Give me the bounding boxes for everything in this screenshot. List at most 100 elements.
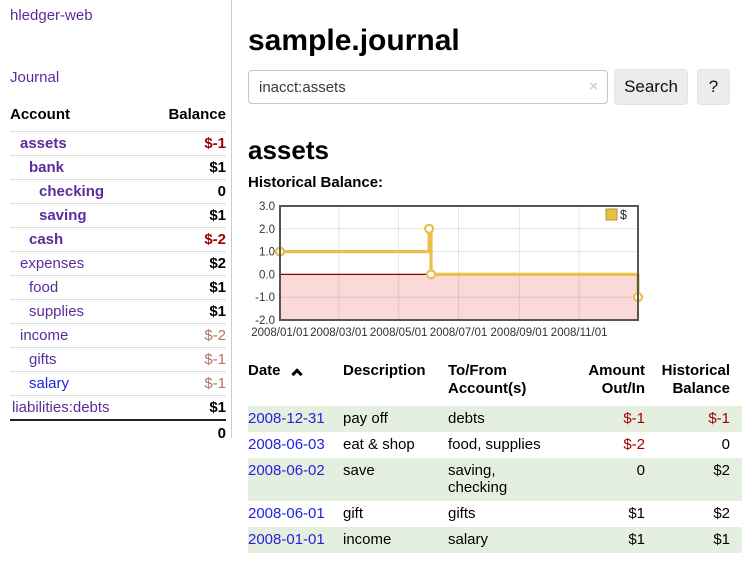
account-link-saving[interactable]: saving: [39, 207, 87, 224]
transaction-amount: $1: [628, 505, 645, 522]
historical-balance-chart: $3.0 2.0 1.0 0.0 -1.0 -2.0 2008/01/01 2008/03/0…: [246, 200, 708, 344]
account-row: gifts $-1: [10, 347, 226, 371]
description-column-header: Description: [343, 362, 426, 379]
transaction-balance: 0: [721, 436, 730, 453]
svg-text:2008/11/01: 2008/11/01: [551, 327, 608, 339]
account-balance: $1: [209, 303, 226, 320]
account-balance: $-1: [204, 135, 226, 152]
account-row: assets $-1: [10, 131, 226, 155]
sidebar-item-journal[interactable]: Journal: [10, 69, 60, 86]
account-column-header: Account: [10, 106, 70, 123]
account-link-bank[interactable]: bank: [29, 159, 65, 176]
svg-text:2008/09/01: 2008/09/01: [491, 327, 549, 339]
svg-text:-1.0: -1.0: [255, 292, 275, 304]
transaction-accounts: saving, checking: [448, 462, 508, 496]
sort-ascending-icon: [291, 368, 303, 380]
date-header-label: Date: [248, 362, 281, 379]
transaction-balance: $-1: [708, 410, 730, 427]
transaction-balance: $2: [713, 505, 730, 522]
account-link-gifts[interactable]: gifts: [29, 351, 57, 368]
transaction-accounts: debts: [448, 410, 485, 427]
accounts-column-header: To/From Account(s): [448, 362, 527, 397]
account-link-salary[interactable]: salary: [29, 375, 70, 392]
account-row: supplies $1: [10, 299, 226, 323]
account-link-food[interactable]: food: [29, 279, 59, 296]
transaction-description: income: [343, 531, 392, 548]
svg-text:2008/07/01: 2008/07/01: [430, 327, 488, 339]
transaction-date-link[interactable]: 2008-12-31: [248, 410, 325, 427]
svg-text:2008/05/01: 2008/05/01: [370, 327, 428, 339]
transaction-row: 2008-06-03 eat & shop food, supplies $-2 0: [248, 432, 742, 458]
account-balance: $-2: [204, 231, 226, 248]
register-header-row: Date Description To/From Account(s) Amou…: [248, 360, 742, 406]
account-row: income $-2: [10, 323, 226, 347]
sidebar: hledger-web Journal Account Balance asse…: [0, 0, 232, 442]
search-help-button[interactable]: ?: [697, 69, 730, 105]
transaction-date-link[interactable]: 2008-06-03: [248, 436, 325, 453]
account-balance: $1: [209, 279, 226, 296]
account-link-liabilities-debts[interactable]: liabilities:debts: [12, 399, 110, 416]
balance-column-header: Balance: [168, 106, 226, 123]
page-title: sample.journal: [248, 24, 460, 58]
plot-border: [279, 205, 639, 321]
transaction-date-link[interactable]: 2008-06-01: [248, 505, 325, 522]
account-row: expenses $2: [10, 251, 226, 275]
legend-swatch: [605, 208, 618, 221]
svg-text:2.0: 2.0: [259, 224, 275, 236]
transaction-balance: $1: [713, 531, 730, 548]
register-table: Date Description To/From Account(s) Amou…: [248, 360, 742, 553]
account-row: salary $-1: [10, 371, 226, 395]
transaction-date-link[interactable]: 2008-01-01: [248, 531, 325, 548]
transaction-balance: $2: [713, 462, 730, 479]
account-link-supplies[interactable]: supplies: [29, 303, 85, 320]
account-rows: assets $-1 bank $1 checking 0 saving $1 cash $-2 e…: [10, 131, 226, 419]
transaction-description: save: [343, 462, 375, 479]
account-link-expenses[interactable]: expenses: [20, 255, 85, 272]
transaction-description: gift: [343, 505, 364, 522]
transaction-description: pay off: [343, 410, 388, 427]
account-row: saving $1: [10, 203, 226, 227]
account-link-income[interactable]: income: [20, 327, 69, 344]
transaction-date-link[interactable]: 2008-06-02: [248, 462, 325, 479]
transaction-amount: 0: [636, 462, 645, 479]
transaction-row: 2008-06-02 save saving, checking 0 $2: [248, 458, 742, 501]
search-form: × Search ?: [248, 69, 742, 105]
account-balance: $-2: [204, 327, 226, 344]
transaction-amount: $-2: [623, 436, 645, 453]
svg-text:2008/01/01: 2008/01/01: [251, 327, 309, 339]
negative-region: [280, 274, 638, 320]
account-balance: $-1: [204, 351, 226, 368]
svg-text:3.0: 3.0: [259, 201, 275, 213]
transaction-amount: $-1: [623, 410, 645, 427]
account-row: liabilities:debts $1: [10, 395, 226, 419]
date-column-header[interactable]: Date: [248, 360, 343, 406]
svg-text:0.0: 0.0: [259, 269, 275, 281]
svg-text:2008/03/01: 2008/03/01: [310, 327, 368, 339]
account-balance: $2: [209, 255, 226, 272]
account-total-row: 0: [10, 419, 226, 446]
account-balance: $-1: [204, 375, 226, 392]
account-link-cash[interactable]: cash: [29, 231, 64, 248]
balance-column-header: Historical Balance: [661, 362, 730, 397]
amount-column-header: Amount Out/In: [588, 362, 645, 397]
transaction-row: 2008-12-31 pay off debts $-1 $-1: [248, 406, 742, 432]
search-button[interactable]: Search: [614, 69, 688, 105]
brand-link[interactable]: hledger-web: [10, 7, 93, 24]
account-link-checking[interactable]: checking: [39, 183, 105, 200]
clear-search-icon[interactable]: ×: [589, 78, 598, 95]
search-input[interactable]: [248, 70, 608, 104]
account-balance: $1: [209, 159, 226, 176]
transaction-row: 2008-01-01 income salary $1 $1: [248, 527, 742, 553]
search-box: ×: [248, 70, 608, 104]
transaction-accounts: gifts: [448, 505, 476, 522]
total-balance: 0: [217, 425, 226, 442]
account-link-assets[interactable]: assets: [20, 135, 67, 152]
main-content: sample.journal × Search ? assets Histori…: [248, 0, 742, 582]
transaction-amount: $1: [628, 531, 645, 548]
data-point-marker: [423, 223, 435, 234]
account-balance-table: Account Balance assets $-1 bank $1 checking 0…: [10, 102, 226, 446]
transaction-accounts: salary: [448, 531, 489, 548]
transaction-accounts: food, supplies: [448, 436, 541, 453]
transaction-row: 2008-06-01 gift gifts $1 $2: [248, 501, 742, 527]
svg-text:-2.0: -2.0: [255, 315, 275, 327]
